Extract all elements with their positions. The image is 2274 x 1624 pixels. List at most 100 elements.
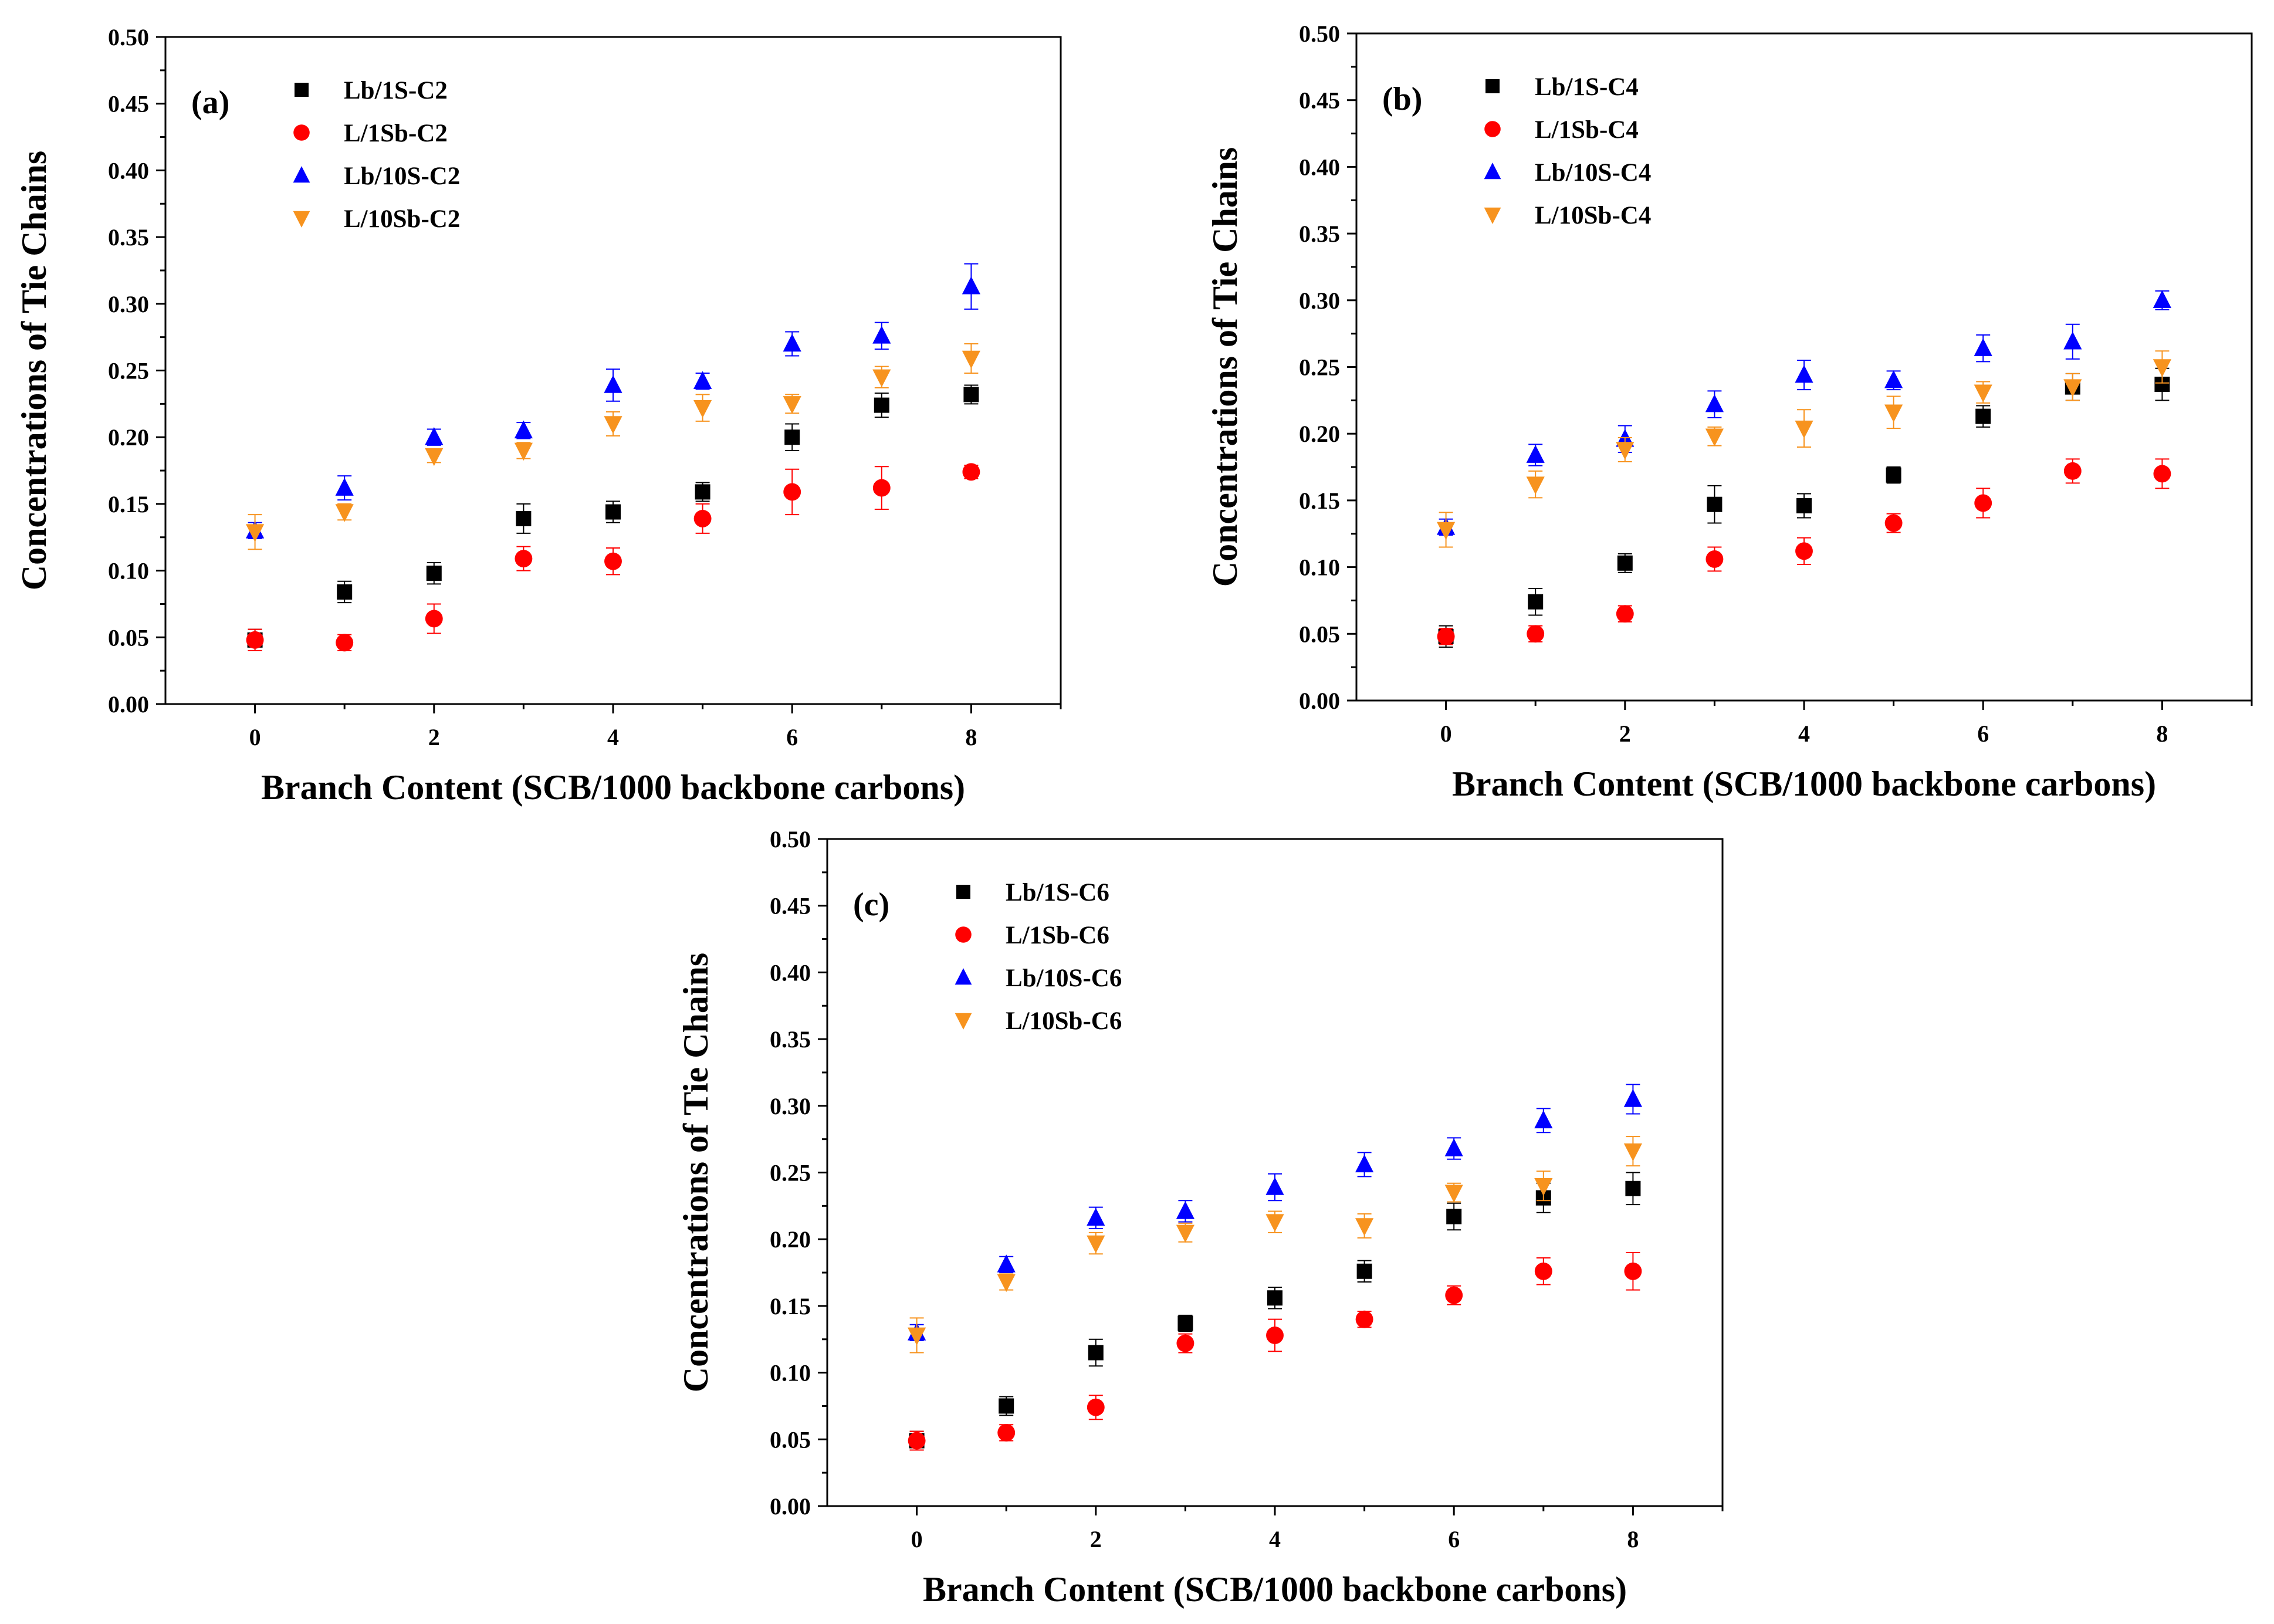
y-tick-label: 0.50 xyxy=(1299,21,1340,47)
data-point xyxy=(1623,1089,1642,1107)
y-tick-label: 0.30 xyxy=(1299,287,1340,314)
data-point xyxy=(693,400,712,418)
data-point xyxy=(999,1398,1014,1414)
legend-marker xyxy=(293,211,310,228)
data-point xyxy=(514,442,533,461)
data-point xyxy=(872,479,891,497)
data-point xyxy=(2153,359,2171,377)
legend-label: Lb/1S-C2 xyxy=(344,77,448,104)
legend-marker xyxy=(293,124,310,141)
data-point xyxy=(1796,498,1812,513)
data-point xyxy=(2153,290,2171,309)
data-point xyxy=(1974,338,1992,356)
x-tick-label: 0 xyxy=(1440,720,1452,747)
panel-label-b: (b) xyxy=(1382,81,1422,117)
y-tick-label: 0.05 xyxy=(108,624,149,651)
data-point xyxy=(997,1423,1016,1442)
data-point xyxy=(783,333,801,352)
y-tick-label: 0.25 xyxy=(770,1160,811,1186)
data-point xyxy=(1176,1201,1194,1219)
legend-label: L/10Sb-C4 xyxy=(1535,202,1651,229)
x-axis-title-c: Branch Content (SCB/1000 backbone carbon… xyxy=(923,1570,1627,1609)
data-point xyxy=(1886,467,1901,483)
data-point xyxy=(516,510,532,526)
data-point xyxy=(1795,364,1813,383)
panel-b: 0.00 0.05 0.10 0.15 0.20 0.25 0.30 0.35 0.40 0.45… xyxy=(1206,21,2253,803)
data-point xyxy=(604,375,622,393)
y-tick-label: 0.45 xyxy=(1299,87,1340,114)
y-tick-label: 0.45 xyxy=(108,91,149,117)
y-tick-label: 0.00 xyxy=(108,691,149,718)
data-point xyxy=(1975,408,1991,424)
data-point xyxy=(335,478,354,496)
data-point xyxy=(1974,494,1992,512)
legend-label: Lb/10S-C6 xyxy=(1006,965,1122,992)
data-point xyxy=(1444,1138,1463,1156)
data-point xyxy=(1705,428,1724,446)
data-point xyxy=(872,369,891,388)
legend-marker xyxy=(956,885,970,899)
data-point xyxy=(997,1274,1016,1293)
data-point xyxy=(1087,1235,1105,1254)
data-point xyxy=(783,396,801,414)
data-point xyxy=(783,483,801,501)
x-axis-title-b: Branch Content (SCB/1000 backbone carbon… xyxy=(1452,764,2156,803)
data-point xyxy=(336,634,354,652)
legend-label: L/1Sb-C4 xyxy=(1535,116,1639,144)
data-point xyxy=(963,387,979,402)
data-point xyxy=(1616,605,1634,623)
x-tick-label: 2 xyxy=(428,724,440,750)
y-tick-label: 0.10 xyxy=(108,558,149,584)
y-tick-label: 0.35 xyxy=(108,224,149,251)
data-point xyxy=(604,552,622,570)
legend-marker xyxy=(1484,207,1501,224)
panel-label-c: (c) xyxy=(853,887,889,923)
data-point xyxy=(1446,1209,1462,1224)
data-point xyxy=(425,427,444,445)
data-point xyxy=(997,1254,1016,1273)
data-point xyxy=(1624,1262,1642,1280)
y-tick-label: 0.30 xyxy=(770,1093,811,1119)
data-point xyxy=(1445,1286,1463,1304)
x-tick-label: 6 xyxy=(1977,720,1989,747)
data-point xyxy=(1266,1326,1284,1344)
y-tick-label: 0.50 xyxy=(108,24,149,50)
data-point xyxy=(1706,550,1724,568)
y-tick-label: 0.20 xyxy=(1299,421,1340,447)
x-tick-label: 4 xyxy=(1798,720,1810,747)
data-point xyxy=(246,524,265,542)
data-point xyxy=(2063,379,2082,397)
data-point xyxy=(335,504,354,522)
panel-c: 0.00 0.05 0.10 0.15 0.20 0.25 0.30 0.35 0.40 0.45… xyxy=(676,826,1724,1609)
y-tick-label: 0.35 xyxy=(1299,221,1340,247)
panel-label-a: (a) xyxy=(191,84,229,121)
legend-label: L/1Sb-C2 xyxy=(344,120,448,147)
data-point xyxy=(962,463,980,481)
data-point xyxy=(425,448,444,466)
data-point xyxy=(1707,496,1723,512)
data-point xyxy=(1444,1185,1463,1203)
legend-marker xyxy=(955,926,972,943)
data-point xyxy=(1087,1207,1105,1226)
data-point xyxy=(425,610,443,628)
data-point xyxy=(1176,1334,1194,1352)
legend-label: L/10Sb-C2 xyxy=(344,205,460,233)
data-point xyxy=(1795,420,1813,439)
data-point xyxy=(874,397,889,413)
data-point xyxy=(1528,594,1544,610)
data-point xyxy=(1527,625,1545,643)
data-point xyxy=(514,420,533,439)
legend-label: Lb/1S-C6 xyxy=(1006,879,1109,906)
data-point xyxy=(1437,522,1456,540)
data-point xyxy=(1616,442,1635,460)
y-tick-label: 0.20 xyxy=(108,424,149,451)
y-tick-label: 0.15 xyxy=(770,1293,811,1320)
legend-marker xyxy=(1484,163,1501,180)
data-point xyxy=(1534,1178,1553,1196)
x-axis-title-a: Branch Content (SCB/1000 backbone carbon… xyxy=(261,768,965,807)
legend-label: Lb/10S-C2 xyxy=(344,163,460,190)
data-point xyxy=(693,371,712,389)
data-point xyxy=(1623,1143,1642,1162)
y-tick-label: 0.10 xyxy=(1299,554,1340,581)
y-tick-label: 0.10 xyxy=(770,1360,811,1386)
